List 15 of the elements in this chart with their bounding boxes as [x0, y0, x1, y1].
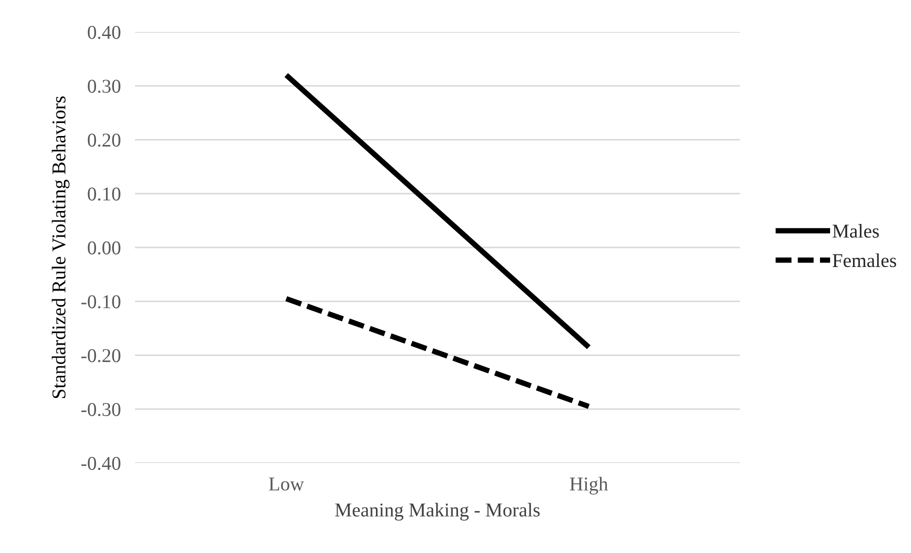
- y-tick-label: -0.20: [81, 349, 120, 362]
- y-tick-label: 0.40: [88, 26, 120, 40]
- y-axis-title: Standardized Rule Violating Behaviors: [52, 96, 70, 398]
- legend-label: Males: [832, 224, 879, 238]
- x-tick-label: Low: [268, 478, 304, 491]
- legend-label: Females: [832, 253, 896, 268]
- y-tick-label: 0.10: [88, 187, 120, 201]
- x-axis-title: Meaning Making - Morals: [335, 502, 540, 521]
- y-tick-label: 0.30: [88, 80, 120, 93]
- y-tick-label: -0.10: [81, 295, 120, 308]
- y-tick-label: 0.20: [88, 134, 120, 147]
- y-tick-label: 0.00: [88, 241, 120, 255]
- x-tick-label: High: [570, 476, 608, 495]
- y-tick-label: -0.30: [81, 402, 120, 416]
- y-tick-label: -0.40: [81, 456, 120, 470]
